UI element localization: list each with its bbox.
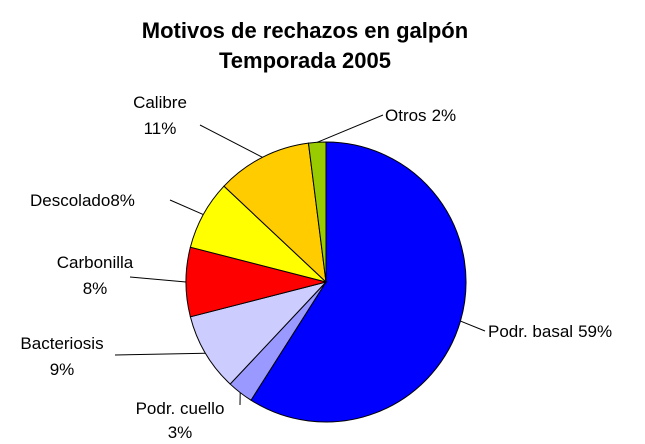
value-label: 59% <box>578 322 612 341</box>
data-label: Podr. basal 59% <box>488 322 612 341</box>
category-label: Podr. basal <box>488 322 573 341</box>
value-label: 8% <box>110 191 135 210</box>
value-label: 3% <box>168 423 193 439</box>
data-label: Otros 2% <box>385 106 456 125</box>
category-label: Otros <box>385 106 427 125</box>
category-label: Bacteriosis <box>20 334 103 353</box>
chart-subtitle: Temporada 2005 <box>219 48 391 73</box>
category-label: Calibre <box>133 93 187 112</box>
category-label: Podr. cuello <box>136 399 225 418</box>
value-label: 8% <box>83 279 108 298</box>
chart-title: Motivos de rechazos en galpón <box>142 18 468 43</box>
value-label: 9% <box>50 360 75 379</box>
value-label: 11% <box>144 119 177 138</box>
value-label: 2% <box>432 106 457 125</box>
category-label: Descolado <box>30 191 110 210</box>
category-label: Carbonilla <box>57 253 134 272</box>
data-label: Descolado8% <box>30 191 135 210</box>
